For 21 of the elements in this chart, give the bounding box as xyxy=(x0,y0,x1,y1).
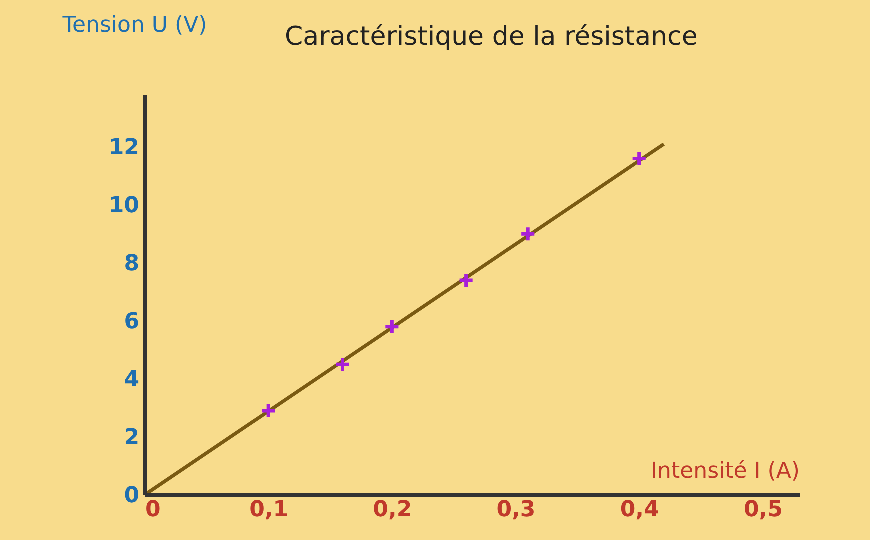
y-tick-label: 12 xyxy=(108,136,140,161)
point xyxy=(631,150,648,168)
point xyxy=(458,272,475,289)
x-tick-label: 0,1 xyxy=(250,498,289,522)
point xyxy=(384,318,400,336)
y-tick-label: 2 xyxy=(124,426,140,451)
y-tick-label: 8 xyxy=(124,252,140,277)
x-axis-title: Intensité I (A) xyxy=(651,459,800,484)
y-tick-label: 4 xyxy=(124,368,140,393)
point xyxy=(260,402,277,420)
y-tick-label: 10 xyxy=(108,194,140,219)
x-tick-label: 0,2 xyxy=(373,498,412,522)
x-tick-label: 0 xyxy=(146,498,161,522)
x-tick-label: 0,5 xyxy=(744,498,783,522)
point xyxy=(520,226,536,242)
y-tick-label: 6 xyxy=(124,310,140,335)
y-axis-title: Tension U (V) xyxy=(62,13,208,38)
x-tick-label: 0,3 xyxy=(496,498,536,522)
point xyxy=(334,356,352,373)
chart-title: Caractéristique de la résistance xyxy=(285,22,698,52)
x-tick-label: 0,4 xyxy=(620,498,660,522)
